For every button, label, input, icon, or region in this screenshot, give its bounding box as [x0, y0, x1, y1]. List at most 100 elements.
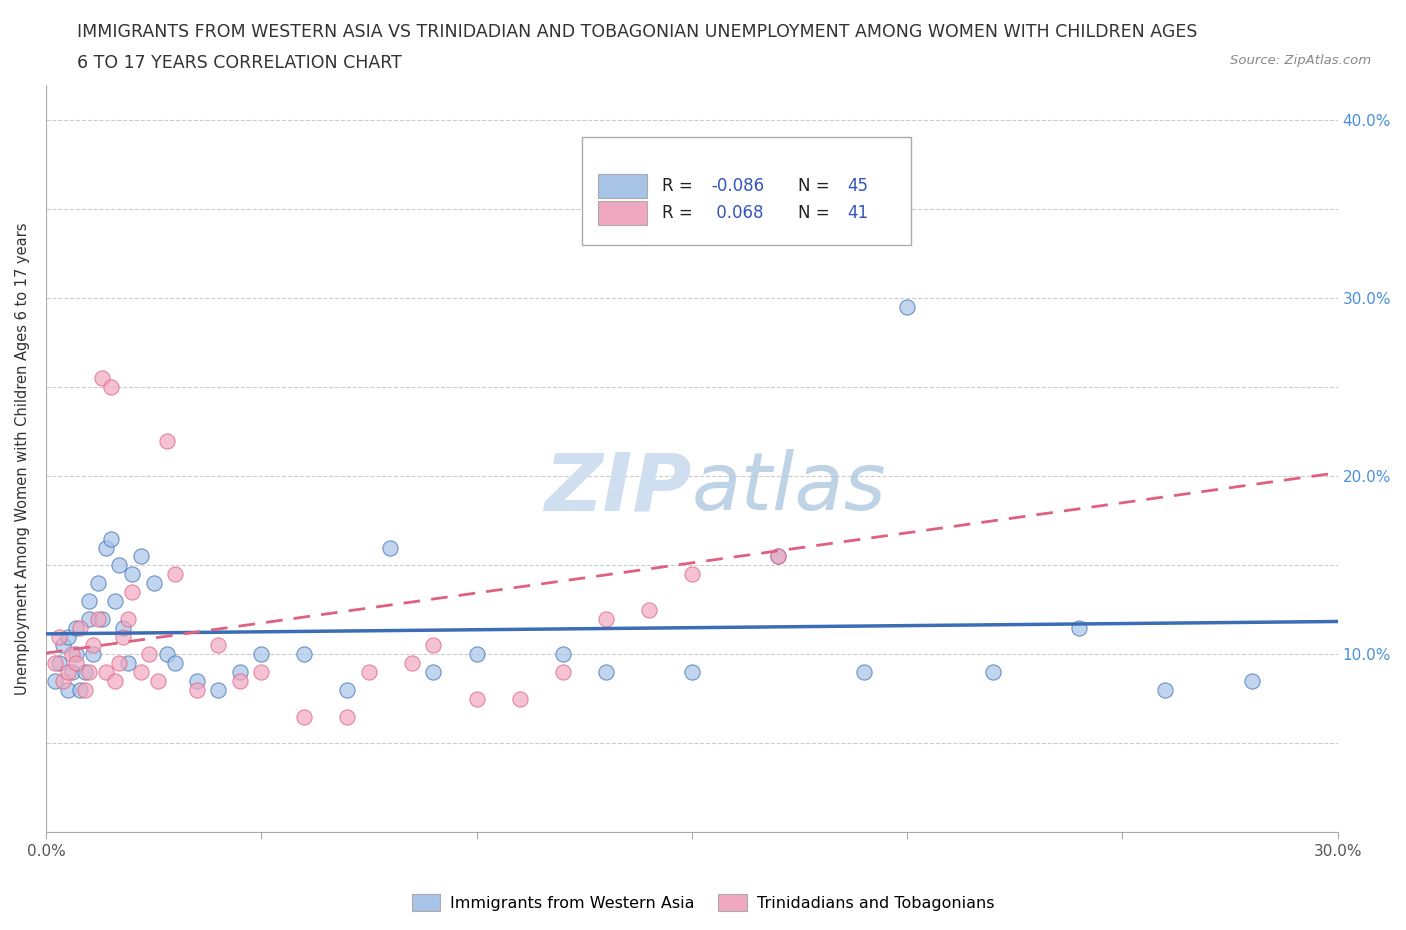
Point [108, 558, 131, 573]
Point [96, 540, 118, 555]
Text: N =: N = [797, 205, 830, 222]
Point [380, 540, 402, 555]
Point [77, 665, 100, 680]
Point [56, 665, 79, 680]
Point [228, 665, 250, 680]
Point [155, 647, 177, 662]
Point [73, 665, 96, 680]
Point [65, 656, 87, 671]
Point [207, 638, 229, 653]
Point [52, 673, 75, 688]
FancyBboxPatch shape [582, 137, 911, 246]
Point [112, 629, 135, 644]
Point [551, 647, 574, 662]
Point [250, 647, 273, 662]
Point [77, 593, 100, 608]
Point [44, 656, 66, 671]
Point [422, 638, 444, 653]
Y-axis label: Unemployment Among Women with Children Ages 6 to 17 years: Unemployment Among Women with Children A… [15, 222, 30, 695]
Point [595, 611, 617, 626]
Point [165, 567, 187, 582]
Point [82, 638, 104, 653]
Point [44, 673, 66, 688]
Point [766, 549, 789, 564]
Point [121, 585, 143, 600]
Point [129, 665, 152, 680]
Point [121, 567, 143, 582]
Point [896, 299, 918, 314]
Point [65, 647, 87, 662]
Point [117, 611, 139, 626]
Point [91, 371, 114, 386]
Point [60, 647, 83, 662]
Point [336, 683, 359, 698]
Text: N =: N = [797, 177, 830, 194]
Point [138, 647, 160, 662]
Point [165, 656, 187, 671]
Point [112, 620, 135, 635]
Point [1240, 673, 1263, 688]
Point [69, 683, 91, 698]
Point [228, 673, 250, 688]
Point [509, 691, 531, 706]
Point [681, 665, 703, 680]
Point [108, 656, 131, 671]
Point [853, 157, 876, 172]
Text: 41: 41 [846, 205, 868, 222]
Point [86, 611, 108, 626]
Point [146, 673, 169, 688]
Text: IMMIGRANTS FROM WESTERN ASIA VS TRINIDADIAN AND TOBAGONIAN UNEMPLOYMENT AMONG WO: IMMIGRANTS FROM WESTERN ASIA VS TRINIDAD… [77, 23, 1198, 41]
Point [142, 576, 165, 591]
Legend: Immigrants from Western Asia, Trinidadians and Tobagonians: Immigrants from Western Asia, Trinidadia… [405, 888, 1001, 917]
Point [250, 665, 273, 680]
Point [595, 665, 617, 680]
Point [91, 611, 114, 626]
Text: -0.086: -0.086 [711, 177, 765, 194]
Point [465, 691, 488, 706]
Point [853, 665, 876, 680]
Text: Source: ZipAtlas.com: Source: ZipAtlas.com [1230, 54, 1371, 67]
Point [100, 531, 122, 546]
Point [65, 620, 87, 635]
Point [48, 656, 70, 671]
Point [117, 656, 139, 671]
Point [357, 665, 380, 680]
Text: 6 TO 17 YEARS CORRELATION CHART: 6 TO 17 YEARS CORRELATION CHART [77, 54, 402, 72]
Point [292, 647, 315, 662]
Point [681, 567, 703, 582]
Point [186, 683, 208, 698]
Point [637, 603, 659, 618]
Point [1069, 620, 1091, 635]
Point [422, 665, 444, 680]
Text: R =: R = [662, 177, 693, 194]
Point [77, 611, 100, 626]
Point [465, 647, 488, 662]
Point [69, 620, 91, 635]
Point [155, 433, 177, 448]
Point [129, 549, 152, 564]
Point [766, 549, 789, 564]
Point [292, 710, 315, 724]
Point [73, 683, 96, 698]
Point [104, 593, 127, 608]
Point [96, 665, 118, 680]
Point [56, 629, 79, 644]
Text: atlas: atlas [692, 449, 887, 527]
Point [1154, 683, 1177, 698]
Point [52, 638, 75, 653]
FancyBboxPatch shape [598, 174, 647, 198]
Point [186, 673, 208, 688]
Point [207, 683, 229, 698]
Text: 0.068: 0.068 [711, 205, 763, 222]
Point [86, 576, 108, 591]
Point [401, 656, 423, 671]
Point [981, 665, 1004, 680]
Point [336, 710, 359, 724]
Point [60, 665, 83, 680]
Text: ZIP: ZIP [544, 449, 692, 527]
Point [100, 380, 122, 395]
Text: R =: R = [662, 205, 693, 222]
Point [56, 683, 79, 698]
Text: 45: 45 [846, 177, 868, 194]
Point [104, 673, 127, 688]
